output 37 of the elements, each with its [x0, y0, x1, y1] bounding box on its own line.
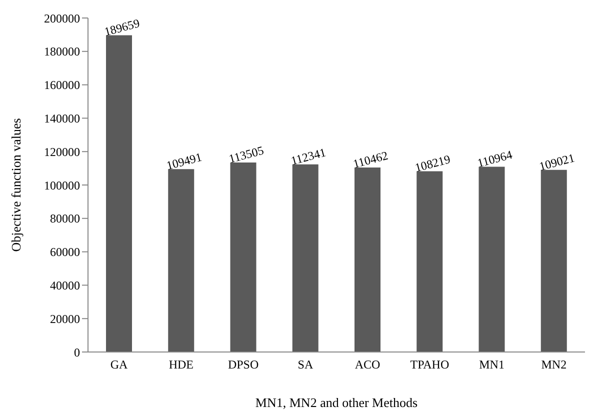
x-axis-title: MN1, MN2 and other Methods	[255, 395, 418, 410]
data-label: 110462	[351, 148, 390, 172]
data-label: 109491	[164, 150, 204, 173]
bar	[478, 166, 505, 352]
data-label: 109021	[538, 150, 576, 174]
y-tick-label: 200000	[44, 11, 80, 26]
y-tick-label: 160000	[44, 78, 80, 92]
data-label: 189659	[102, 16, 142, 39]
x-tick-label: ACO	[354, 358, 381, 372]
bar	[354, 168, 380, 352]
x-tick-label: DPSO	[228, 358, 259, 372]
x-tick-label: MN1	[479, 358, 504, 372]
x-tick-label: TPAHO	[410, 358, 450, 372]
data-label: 112341	[289, 145, 328, 168]
bar	[416, 171, 443, 352]
x-tick-label: SA	[298, 358, 314, 372]
data-label: 113505	[227, 143, 266, 166]
x-tick-label: MN2	[541, 358, 567, 372]
y-tick-label: 40000	[50, 278, 80, 292]
y-tick-label: 20000	[50, 312, 80, 326]
y-tick-label: 180000	[44, 44, 80, 59]
bar	[106, 35, 132, 352]
x-tick-label: HDE	[168, 358, 194, 372]
y-tick-label: 80000	[50, 212, 80, 226]
bar	[230, 162, 256, 352]
data-label: 110964	[476, 147, 514, 170]
y-axis-title: Objective function values	[8, 118, 24, 252]
y-tick-label: 120000	[44, 144, 80, 159]
y-tick-label: 0	[74, 345, 80, 360]
y-tick-label: 60000	[50, 245, 80, 260]
bar	[292, 164, 318, 352]
data-label: 108219	[413, 152, 452, 175]
y-tick-label: 140000	[44, 111, 80, 126]
bar	[540, 170, 567, 352]
bar	[168, 169, 194, 352]
x-tick-label: GA	[110, 358, 128, 372]
y-tick-label: 100000	[44, 178, 80, 192]
